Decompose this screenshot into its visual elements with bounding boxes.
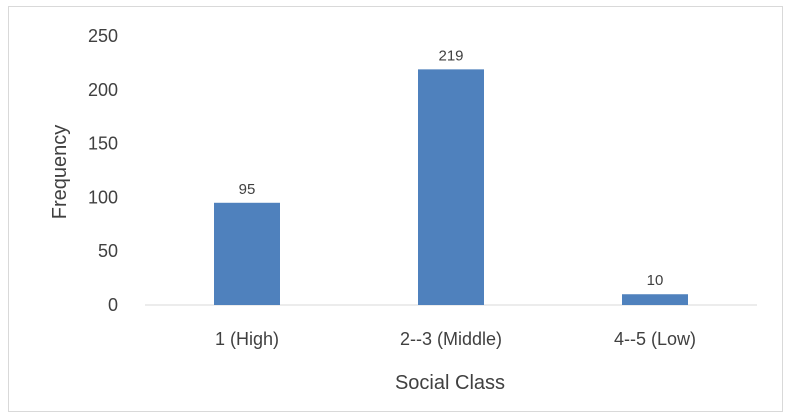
x-tick-label: 2--3 (Middle) (400, 329, 502, 349)
y-tick-label: 250 (88, 26, 118, 46)
bar (622, 294, 688, 305)
y-axis-ticks: 0 50 100 150 200 250 (88, 26, 118, 315)
chart-area (8, 6, 783, 412)
x-axis-ticks: 1 (High) 2--3 (Middle) 4--5 (Low) (215, 329, 696, 349)
y-tick-label: 100 (88, 187, 118, 207)
data-labels: 95 219 10 (239, 47, 664, 289)
data-label: 95 (239, 181, 256, 198)
x-tick-label: 4--5 (Low) (614, 329, 696, 349)
y-tick-label: 0 (108, 295, 118, 315)
y-tick-label: 50 (98, 241, 118, 261)
y-axis-label: Frequency (49, 125, 71, 220)
y-tick-label: 200 (88, 80, 118, 100)
x-tick-label: 1 (High) (215, 329, 279, 349)
data-label: 219 (438, 47, 463, 64)
bar (418, 69, 484, 305)
x-axis-label: Social Class (395, 372, 505, 394)
data-label: 10 (647, 272, 664, 289)
y-tick-label: 150 (88, 134, 118, 154)
bars (214, 69, 688, 305)
bar (214, 202, 280, 305)
